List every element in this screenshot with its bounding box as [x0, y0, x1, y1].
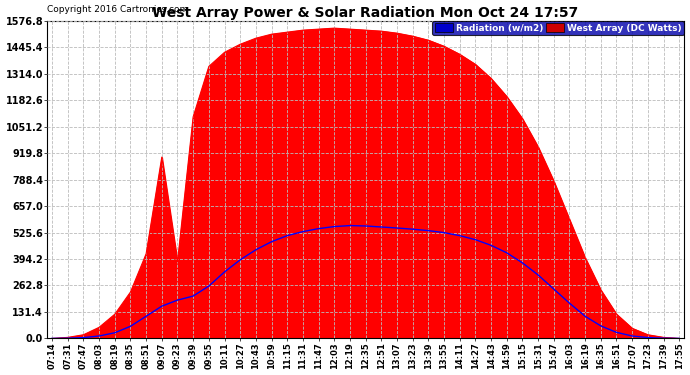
Title: West Array Power & Solar Radiation Mon Oct 24 17:57: West Array Power & Solar Radiation Mon O…	[152, 6, 579, 20]
Text: Copyright 2016 Cartronics.com: Copyright 2016 Cartronics.com	[48, 5, 188, 14]
Legend: Radiation (w/m2), West Array (DC Watts): Radiation (w/m2), West Array (DC Watts)	[432, 21, 684, 35]
